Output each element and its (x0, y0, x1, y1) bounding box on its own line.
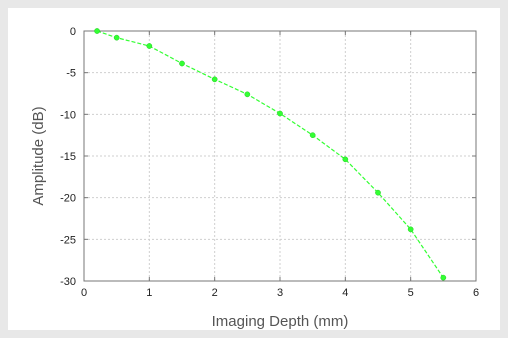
series-line (96, 30, 444, 279)
grid (84, 31, 476, 281)
y-tick-label: 0 (70, 26, 76, 38)
data-point (342, 156, 349, 163)
x-tick-label: 3 (277, 287, 283, 299)
data-point (113, 34, 120, 41)
x-tick-label: 2 (212, 287, 218, 299)
data-point (146, 43, 153, 49)
data-point (407, 226, 414, 233)
x-axis-title: Imaging Depth (mm) (212, 313, 349, 330)
data-point (375, 189, 381, 196)
y-tick-label: -15 (60, 151, 76, 163)
data-point (211, 76, 218, 83)
series-layer (94, 28, 447, 281)
y-axis-title: Amplitude (dB) (30, 106, 47, 205)
axis-ticks: 0 1 2 3 4 5 6 0 -5 -10 -15 -20 -25 -30 (60, 26, 479, 299)
y-tick-label: -30 (60, 276, 76, 288)
chart-frame (8, 8, 500, 330)
y-tick-label: -20 (60, 193, 76, 205)
data-point (277, 110, 283, 117)
y-tick-label: -25 (60, 234, 76, 246)
data-point (179, 60, 185, 67)
x-tick-label: 6 (473, 287, 479, 299)
data-point (309, 132, 316, 139)
x-tick-label: 4 (342, 287, 348, 299)
data-point (440, 274, 447, 281)
x-tick-label: 5 (408, 287, 414, 299)
x-tick-label: 1 (146, 287, 152, 299)
data-point (94, 28, 100, 34)
data-point (244, 91, 251, 98)
y-tick-label: -10 (60, 109, 76, 121)
x-tick-label: 0 (81, 287, 87, 299)
y-tick-label: -5 (66, 68, 76, 80)
